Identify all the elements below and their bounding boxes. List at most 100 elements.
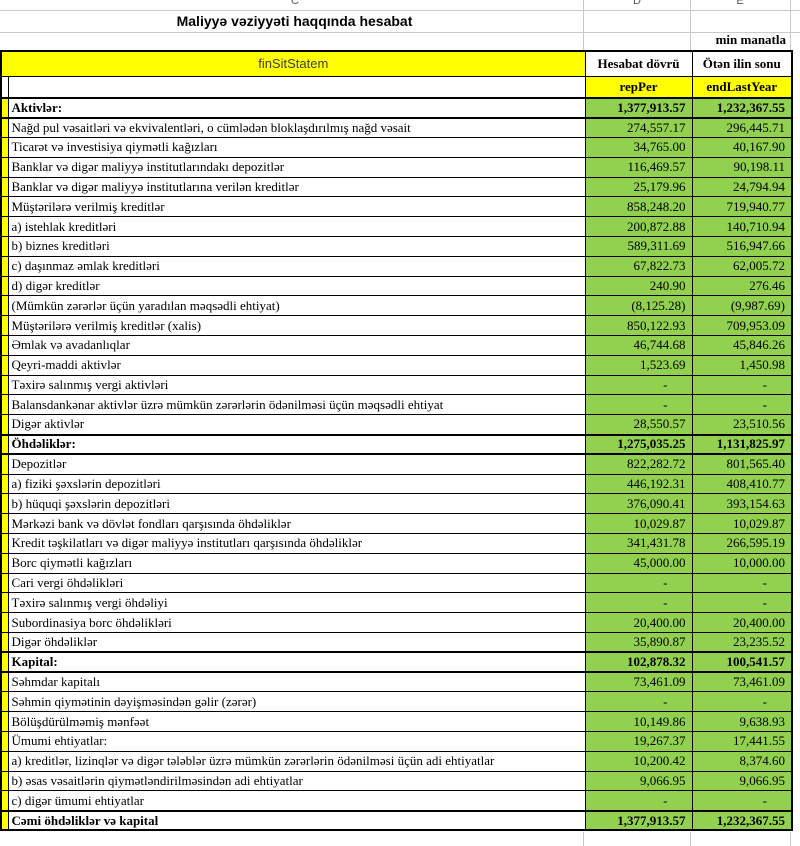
value-end-last-year-cell[interactable]: 140,710.94 — [691, 216, 793, 238]
value-reporting-period-cell[interactable]: 45,000.00 — [584, 552, 693, 574]
row-label-cell[interactable]: (Mümkün zərərlər üçün yaradılan məqsədli… — [7, 295, 586, 317]
value-end-last-year-cell[interactable]: 10,029.87 — [691, 513, 793, 535]
row-marker-cell[interactable] — [0, 354, 9, 376]
value-reporting-period-cell[interactable]: 1,275,035.25 — [584, 433, 693, 456]
row-label-cell[interactable]: Subordinasiya borc öhdəlikləri — [7, 612, 586, 634]
row-label-cell[interactable]: Nağd pul vəsaitləri və ekvivalentləri, o… — [7, 117, 586, 139]
row-label-cell[interactable]: Kredit təşkilatları və digər maliyyə ins… — [7, 533, 586, 554]
row-label-cell[interactable]: c) digər ümumi ehtiyatlar — [7, 790, 586, 812]
value-end-last-year-cell[interactable]: 1,232,367.55 — [691, 97, 793, 119]
row-label-cell[interactable]: b) hüquqi şəxslərin depozitləri — [7, 493, 586, 515]
row-label-cell[interactable]: Ümumi ehtiyatlar: — [7, 731, 586, 752]
value-end-last-year-cell[interactable]: 23,510.56 — [691, 414, 793, 436]
row-marker-cell[interactable] — [0, 97, 9, 119]
value-reporting-period-cell[interactable]: 25,179.96 — [584, 176, 693, 198]
row-marker-cell[interactable] — [0, 374, 9, 396]
row-marker-cell[interactable] — [0, 473, 9, 495]
value-reporting-period-cell[interactable]: - — [584, 790, 693, 812]
value-end-last-year-cell[interactable]: - — [691, 790, 793, 812]
value-reporting-period-cell[interactable]: - — [584, 394, 693, 416]
row-marker-cell[interactable] — [0, 809, 9, 832]
row-marker-cell[interactable] — [0, 632, 9, 653]
value-reporting-period-cell[interactable]: 20,400.00 — [584, 612, 693, 634]
value-reporting-period-cell[interactable]: 200,872.88 — [584, 216, 693, 238]
row-label-cell[interactable]: Mərkəzi bank və dövlət fondları qarşısın… — [7, 513, 586, 535]
value-end-last-year-cell[interactable]: 516,947.66 — [691, 236, 793, 257]
value-reporting-period-cell[interactable]: 822,282.72 — [584, 453, 693, 475]
value-reporting-period-cell[interactable]: 376,090.41 — [584, 493, 693, 515]
value-end-last-year-cell[interactable]: 8,374.60 — [691, 750, 793, 772]
row-marker-cell[interactable] — [0, 671, 9, 693]
value-reporting-period-cell[interactable]: 28,550.57 — [584, 414, 693, 436]
value-end-last-year-cell[interactable]: 266,595.19 — [691, 533, 793, 554]
row-label-cell[interactable]: Cari vergi öhdəlikləri — [7, 572, 586, 594]
row-label-cell[interactable]: Depozitlər — [7, 453, 586, 475]
value-reporting-period-cell[interactable]: - — [584, 374, 693, 396]
row-label-cell[interactable]: Səhmin qiymətinin dəyişməsindən gəlir (z… — [7, 691, 586, 713]
row-marker-cell[interactable] — [0, 612, 9, 634]
value-end-last-year-cell[interactable]: 62,005.72 — [691, 255, 793, 277]
row-label-cell[interactable]: Borc qiymətli kağızları — [7, 552, 586, 574]
row-marker-cell[interactable] — [0, 533, 9, 554]
value-reporting-period-cell[interactable]: 67,822.73 — [584, 255, 693, 277]
row-label-cell[interactable]: Ticarət və investisiya qiymətli kağızlar… — [7, 137, 586, 158]
report-title[interactable]: Maliyyə vəziyyəti haqqında hesabat — [176, 13, 413, 29]
row-label-cell[interactable]: Öhdəliklər: — [7, 433, 586, 456]
value-end-last-year-cell[interactable]: 276.46 — [691, 275, 793, 297]
value-reporting-period-cell[interactable]: 19,267.37 — [584, 731, 693, 752]
value-end-last-year-cell[interactable]: 23,235.52 — [691, 632, 793, 653]
value-reporting-period-cell[interactable]: 46,744.68 — [584, 335, 693, 356]
header-col-reporting-period[interactable]: Hesabat dövrü — [584, 50, 693, 77]
row-marker-cell[interactable] — [0, 414, 9, 436]
value-end-last-year-cell[interactable]: 90,198.11 — [691, 156, 793, 178]
header-blank-cell[interactable] — [7, 75, 586, 99]
value-reporting-period-cell[interactable]: 1,377,913.57 — [584, 809, 693, 832]
row-marker-cell[interactable] — [0, 176, 9, 198]
row-marker-cell[interactable] — [0, 651, 9, 674]
value-end-last-year-cell[interactable]: 1,450.98 — [691, 354, 793, 376]
row-marker-cell[interactable] — [0, 236, 9, 257]
value-end-last-year-cell[interactable]: 1,131,825.97 — [691, 433, 793, 456]
column-header-e[interactable]: E — [736, 0, 744, 7]
row-label-cell[interactable]: Banklar və digər maliyyə institutlarında… — [7, 156, 586, 178]
row-label-cell[interactable]: Müştərilərə verilmiş kreditlər — [7, 196, 586, 218]
row-label-cell[interactable]: Əmlak və avadanlıqlar — [7, 335, 586, 356]
header-name-cell[interactable]: finSitStatem — [0, 50, 586, 77]
value-end-last-year-cell[interactable]: - — [691, 374, 793, 396]
value-reporting-period-cell[interactable]: 1,523.69 — [584, 354, 693, 376]
row-marker-cell[interactable] — [0, 255, 9, 277]
row-marker-cell[interactable] — [0, 711, 9, 732]
row-label-cell[interactable]: Qeyri-maddi aktivlər — [7, 354, 586, 376]
row-marker-cell[interactable] — [0, 433, 9, 456]
value-end-last-year-cell[interactable]: 9,066.95 — [691, 770, 793, 792]
row-marker-cell[interactable] — [0, 394, 9, 416]
row-marker-cell[interactable] — [0, 592, 9, 614]
value-reporting-period-cell[interactable]: 10,200.42 — [584, 750, 693, 772]
row-label-cell[interactable]: Aktivlər: — [7, 97, 586, 119]
row-marker-cell[interactable] — [0, 572, 9, 594]
header-marker-cell[interactable] — [0, 75, 9, 99]
value-reporting-period-cell[interactable]: 274,557.17 — [584, 117, 693, 139]
row-label-cell[interactable]: Təxirə salınmış vergi aktivləri — [7, 374, 586, 396]
row-marker-cell[interactable] — [0, 750, 9, 772]
row-marker-cell[interactable] — [0, 196, 9, 218]
row-label-cell[interactable]: Səhmdar kapitalı — [7, 671, 586, 693]
value-end-last-year-cell[interactable]: 709,953.09 — [691, 315, 793, 337]
value-reporting-period-cell[interactable]: 9,066.95 — [584, 770, 693, 792]
value-reporting-period-cell[interactable]: 240.90 — [584, 275, 693, 297]
row-marker-cell[interactable] — [0, 513, 9, 535]
value-reporting-period-cell[interactable]: 10,149.86 — [584, 711, 693, 732]
row-label-cell[interactable]: Bölüşdürülməmiş mənfəət — [7, 711, 586, 732]
value-reporting-period-cell[interactable]: 10,029.87 — [584, 513, 693, 535]
value-end-last-year-cell[interactable]: (9,987.69) — [691, 295, 793, 317]
value-end-last-year-cell[interactable]: - — [691, 394, 793, 416]
value-reporting-period-cell[interactable]: 1,377,913.57 — [584, 97, 693, 119]
row-label-cell[interactable]: d) digər kreditlər — [7, 275, 586, 297]
value-reporting-period-cell[interactable]: 102,878.32 — [584, 651, 693, 674]
row-label-cell[interactable]: a) fiziki şəxslərin depozitləri — [7, 473, 586, 495]
row-marker-cell[interactable] — [0, 335, 9, 356]
row-marker-cell[interactable] — [0, 552, 9, 574]
value-end-last-year-cell[interactable]: - — [691, 572, 793, 594]
value-reporting-period-cell[interactable]: 589,311.69 — [584, 236, 693, 257]
value-reporting-period-cell[interactable]: 35,890.87 — [584, 632, 693, 653]
